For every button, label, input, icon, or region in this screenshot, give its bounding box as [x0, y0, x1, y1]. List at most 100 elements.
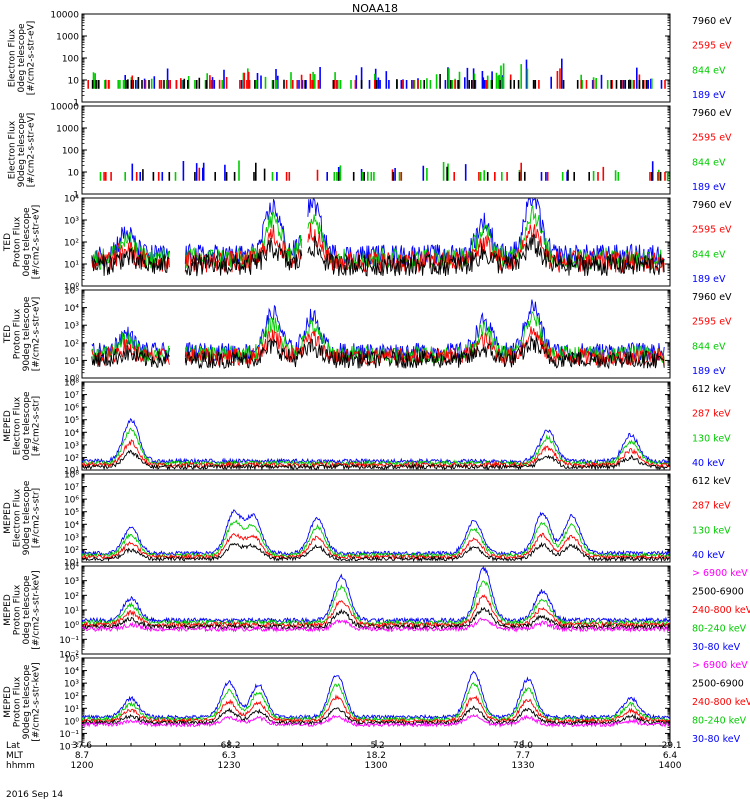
series-trace: [87, 68, 666, 89]
legend-entry: 30-80 keV: [692, 642, 741, 653]
series-trace: [82, 670, 670, 721]
series-trace: [91, 74, 648, 89]
legend-entry: 189 eV: [692, 90, 726, 101]
panel-7: 10⁻² 10⁻¹ 10⁰ 10¹ 10² 10³ 10⁴ MEPED Proton Flux 0…: [3, 563, 750, 661]
y-tick-label: 10⁸: [64, 471, 79, 481]
y-tick-label: 10⁶: [64, 404, 79, 414]
legend-entry: 612 keV: [692, 384, 731, 395]
series-trace: [82, 449, 670, 470]
y-axis-label: MEPED: [3, 410, 13, 442]
y-axis-label: 0deg telescope: [22, 575, 32, 645]
panel-8: 10⁻² 10⁻¹ 10⁰ 10¹ 10² 10³ 10⁴ 10⁵ MEPED Proton Fl…: [3, 655, 750, 753]
y-tick-label: 10⁻²: [59, 651, 79, 661]
panel-6: 10¹ 10² 10³ 10⁴ 10⁵ 10⁶ 10⁷ 10⁸ MEPED Electron Fl…: [3, 471, 731, 569]
y-tick-label: 10⁰: [64, 621, 79, 631]
series-trace: [82, 417, 670, 465]
series-trace: [91, 233, 665, 277]
x-tick-label: 18.2: [366, 751, 386, 761]
y-tick-label: 10⁴: [64, 195, 79, 205]
y-tick-label: 100: [62, 55, 79, 65]
legend-entry: 844 eV: [692, 157, 726, 168]
legend-entry: > 6900 keV: [692, 568, 748, 579]
y-tick-label: 10⁴: [64, 667, 79, 677]
y-axis-label: Proton Flux: [12, 676, 22, 727]
x-row-label: MLT: [6, 751, 24, 761]
y-axis-label: Proton Flux: [12, 216, 22, 267]
legend-entry: 130 keV: [692, 525, 731, 536]
series-trace: [142, 162, 662, 181]
legend-entry: 30-80 keV: [692, 734, 741, 745]
x-tick-label: -5.2: [367, 741, 385, 751]
y-axis-label: Electron Flux: [12, 396, 22, 455]
y-axis-label: Electron Flux: [8, 28, 18, 87]
panel-4: 10⁰ 10¹ 10² 10³ 10⁴ 10⁵ TED Proton Flux 90deg te…: [3, 287, 732, 385]
y-tick-label: 10⁸: [64, 379, 79, 389]
y-tick-label: 10²: [64, 546, 79, 556]
y-tick-label: 10²: [64, 339, 79, 349]
y-tick-label: 10⁶: [64, 496, 79, 506]
panel-frame: [81, 381, 671, 471]
legend-entry: 2595 eV: [692, 225, 732, 236]
y-tick-label: 10²: [64, 454, 79, 464]
y-tick-label: 1: [73, 191, 79, 201]
panel-3: 10⁰ 10¹ 10² 10³ 10⁴ TED Proton Flux 0deg telesc…: [3, 195, 732, 293]
y-tick-label: 10³: [64, 217, 79, 227]
y-tick-label: 10³: [64, 577, 79, 587]
y-axis-label: 0deg telescope: [22, 391, 32, 461]
y-tick-label: 10⁵: [64, 508, 79, 518]
y-axis-label: [#/cm2-s-str-eV]: [27, 21, 37, 96]
legend-entry: 287 keV: [692, 501, 731, 512]
y-tick-label: 10⁴: [64, 521, 79, 531]
series-trace: [92, 63, 653, 89]
x-tick-label: 1300: [365, 761, 388, 771]
series-trace: [82, 705, 670, 727]
y-tick-label: 1: [73, 99, 79, 109]
y-axis-label: MEPED: [3, 502, 13, 534]
y-axis-label: Electron Flux: [8, 120, 18, 179]
y-axis-label: 90deg telescope: [17, 112, 27, 187]
y-tick-label: 10: [68, 77, 80, 87]
series-trace: [82, 541, 670, 562]
legend-entry: 7960 eV: [692, 16, 732, 27]
series-trace: [82, 509, 670, 557]
y-axis-label: TED: [3, 325, 13, 344]
y-tick-label: 10³: [64, 680, 79, 690]
y-axis-label: [#/cm2-s-str-eV]: [31, 297, 41, 372]
y-tick-label: 10⁵: [64, 655, 79, 665]
panel-frame: [81, 657, 671, 747]
legend-entry: 7960 eV: [692, 200, 732, 211]
x-tick-label: 37.6: [72, 741, 92, 751]
x-tick-label: 1400: [659, 761, 682, 771]
x-tick-label: 7.7: [516, 751, 530, 761]
y-tick-label: 10⁵: [64, 287, 79, 297]
x-tick-label: 8.7: [75, 751, 89, 761]
legend-entry: 2595 eV: [692, 317, 732, 328]
y-axis-label: [#/cm2-s-str]: [31, 396, 41, 456]
legend-entry: > 6900 keV: [692, 660, 748, 671]
y-tick-label: 10⁰: [64, 375, 79, 385]
x-tick-label: 78.0: [513, 741, 533, 751]
y-axis-label: Proton Flux: [12, 584, 22, 635]
y-tick-label: 10⁴: [64, 429, 79, 439]
y-axis-label: [#/cm2-s-str-keV]: [31, 662, 41, 741]
y-tick-label: 10¹: [64, 559, 79, 569]
legend-entry: 2595 eV: [692, 133, 732, 144]
panel-2: 1 10 100 1000 10000 Electron Flux 90deg telesc…: [8, 103, 733, 201]
y-axis-label: TED: [3, 233, 13, 252]
y-tick-label: 10⁰: [64, 717, 79, 727]
x-tick-label: 6.3: [222, 751, 236, 761]
legend-entry: 612 keV: [692, 476, 731, 487]
legend-entry: 189 eV: [692, 182, 726, 193]
series-trace: [99, 160, 669, 181]
x-tick-label: 6.4: [663, 751, 678, 761]
panel-frame: [81, 105, 671, 195]
y-tick-label: 10³: [64, 322, 79, 332]
y-tick-label: 10⁷: [64, 391, 79, 401]
y-tick-label: 1000: [56, 125, 79, 135]
y-axis-label: MEPED: [3, 594, 13, 626]
y-tick-label: 10²: [64, 592, 79, 602]
series-trace: [82, 532, 670, 561]
y-axis-label: 90deg telescope: [22, 664, 32, 739]
legend-entry: 844 eV: [692, 249, 726, 260]
